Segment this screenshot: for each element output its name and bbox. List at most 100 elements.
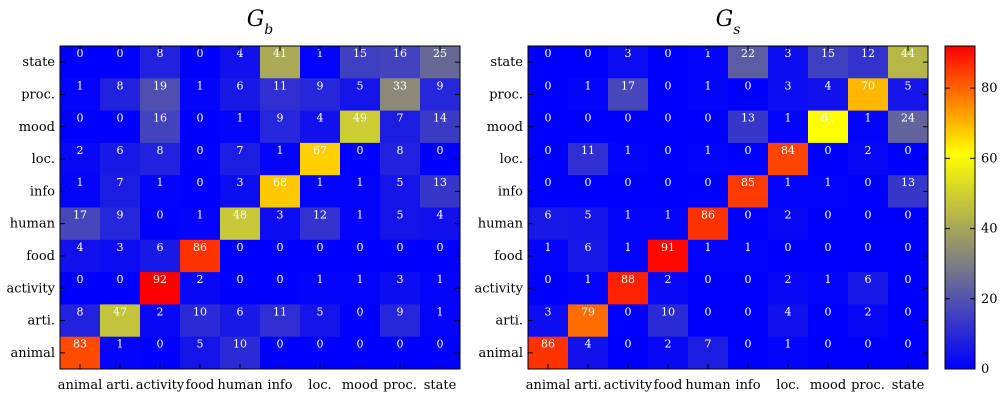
cell-value-label: 15 [821,47,835,60]
heatmap-cell [60,78,101,112]
heatmap-cell [220,175,261,208]
cell-value-label: 9 [117,209,124,222]
cell-value-label: 1 [625,209,632,222]
cell-value-label: 10 [193,305,207,318]
cell-value-label: 0 [865,241,872,254]
y-tick-label: state [22,55,55,70]
heatmap-cell [340,272,381,305]
heatmap-cell [728,239,769,273]
cell-value-label: 1 [197,79,204,92]
cell-value-label: 11 [273,79,287,92]
cell-value-label: 1 [197,209,204,222]
cell-value-label: 0 [277,338,284,351]
heatmap-cell [568,110,609,144]
cell-value-label: 3 [117,241,124,254]
x-tick-label: loc. [776,378,799,393]
heatmap-cell [420,207,461,241]
cell-value-label: 6 [237,79,244,92]
heatmap-cell [728,78,769,112]
cell-value-label: 12 [861,47,875,60]
heatmap-cell [648,207,689,241]
heatmap-cell [688,239,729,273]
cell-value-label: 1 [625,241,632,254]
cell-value-label: 0 [317,241,324,254]
heatmap-cell [768,142,809,176]
cell-value-label: 1 [825,176,832,189]
cell-value-label: 1 [357,273,364,286]
heatmap-cell [260,272,301,305]
heatmap-cell [420,272,461,305]
colorbar-tick-label: 60 [981,151,998,166]
x-tick-label: state [892,378,925,393]
heatmap-cell [340,78,381,112]
heatmap-cell [340,304,381,338]
cell-value-label: 5 [397,209,404,222]
heatmap-cell [888,272,929,305]
cell-value-label: 0 [825,144,832,157]
heatmap-cell [220,46,261,79]
heatmap-cell [100,142,141,176]
cell-value-label: 0 [585,112,592,125]
heatmap-cell [688,207,729,241]
heatmap-cell [768,207,809,241]
cell-value-label: 0 [437,144,444,157]
x-tick-label: mood [342,378,378,393]
heatmap-cell [380,239,421,273]
cell-value-label: 0 [905,241,912,254]
cell-value-label: 0 [665,176,672,189]
heatmap-cell [848,207,889,241]
x-tick-label: animal [526,378,571,393]
cell-value-label: 0 [197,47,204,60]
heatmap-cell [140,46,181,79]
cell-value-label: 16 [393,47,407,60]
heatmap-cell [528,78,569,112]
cell-value-label: 91 [661,241,675,254]
cell-value-label: 2 [665,338,672,351]
cell-value-label: 0 [545,79,552,92]
cell-value-label: 0 [437,338,444,351]
heatmap-cell [180,272,221,305]
heatmap-cell [888,78,929,112]
heatmap-cell [140,110,181,144]
heatmap-cell [380,78,421,112]
heatmap-cell [568,304,609,338]
heatmap-cell [380,46,421,79]
heatmap-cell [848,142,889,176]
heatmap-cell [808,207,849,241]
cell-value-label: 4 [237,47,244,60]
cell-value-label: 0 [825,338,832,351]
heatmap-cell [300,239,341,273]
cell-value-label: 44 [901,47,915,60]
heatmap-cell [728,175,769,208]
cell-value-label: 1 [437,273,444,286]
heatmap-cell [888,239,929,273]
cell-value-label: 92 [153,273,167,286]
cell-value-label: 3 [397,273,404,286]
heatmap-cell [180,46,221,79]
heatmap-cell [140,78,181,112]
y-tick-label: food [26,249,55,264]
cell-value-label: 0 [745,273,752,286]
cell-value-label: 8 [117,79,124,92]
cell-value-label: 1 [317,176,324,189]
heatmap-cell [848,272,889,305]
cell-value-label: 67 [313,144,327,157]
cell-value-label: 0 [357,241,364,254]
heatmap-cell [100,207,141,241]
cell-value-label: 0 [905,209,912,222]
heatmap-cell [420,304,461,338]
cell-value-label: 0 [625,112,632,125]
y-tick-label: mood [19,120,55,135]
heatmap-cell [768,304,809,338]
heatmap-cell [568,78,609,112]
colorbar-gradient [944,45,976,370]
cell-value-label: 0 [117,47,124,60]
cell-value-label: 9 [437,79,444,92]
heatmap-cell [60,239,101,273]
heatmap-cell [728,207,769,241]
heatmap-cell [528,110,569,144]
heatmap-cell [100,110,141,144]
heatmap-cell [140,272,181,305]
heatmap-cell [380,304,421,338]
x-tick-label: info [735,378,760,393]
